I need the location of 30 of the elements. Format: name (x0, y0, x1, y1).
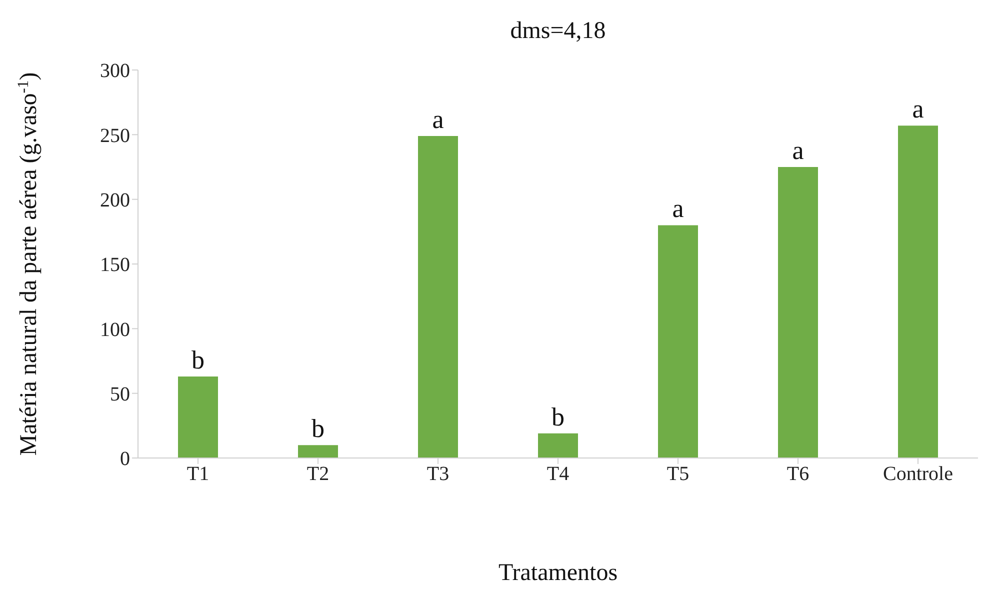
annotation: a (432, 104, 444, 134)
bar (778, 167, 818, 458)
y-tick-label: 200 (100, 189, 130, 212)
annotation: a (912, 94, 924, 124)
y-tick-label: 300 (100, 60, 130, 82)
y-tick-label: 250 (100, 124, 130, 147)
y-tick-label: 100 (100, 318, 130, 341)
x-tick-label: T3 (426, 463, 450, 486)
y-tick-label: 150 (100, 254, 130, 276)
x-tick-label: T1 (186, 463, 210, 486)
x-tick-label: T4 (546, 463, 570, 486)
bar (178, 376, 218, 458)
annotation: b (192, 346, 204, 375)
bar (538, 433, 578, 458)
x-tick-label: T5 (666, 463, 690, 486)
x-tick-label: T6 (786, 463, 810, 486)
annotation: b (312, 414, 324, 444)
x-tick-label: T2 (306, 463, 330, 486)
annotation: a (792, 136, 804, 165)
annotation: a (672, 194, 684, 224)
bar (658, 225, 698, 458)
y-tick-label: 50 (110, 383, 130, 406)
bar (298, 445, 338, 458)
chart-title: dms=4,18 (510, 18, 606, 44)
x-axis-title: Tratamentos (498, 560, 618, 586)
x-tick-label: Controle (883, 463, 954, 486)
bar (898, 126, 938, 458)
y-tick-label: 0 (120, 448, 130, 470)
bar (418, 136, 458, 458)
annotation: b (552, 402, 564, 432)
